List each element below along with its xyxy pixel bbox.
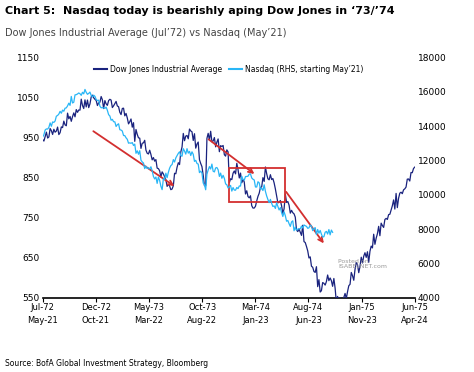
Text: Chart 5:  Nasdaq today is bearishly aping Dow Jones in ‘73/’74: Chart 5: Nasdaq today is bearishly aping… <box>5 6 394 16</box>
Bar <box>228 168 284 202</box>
Legend: Dow Jones Industrial Average, Nasdaq (RHS, starting May’21): Dow Jones Industrial Average, Nasdaq (RH… <box>91 61 367 77</box>
Text: Posted on
ISABELNET.com: Posted on ISABELNET.com <box>338 259 387 269</box>
Text: Source: BofA Global Investment Strategy, Bloomberg: Source: BofA Global Investment Strategy,… <box>5 359 208 368</box>
Text: Dow Jones Industrial Average (Jul’72) vs Nasdaq (May’21): Dow Jones Industrial Average (Jul’72) vs… <box>5 28 286 38</box>
